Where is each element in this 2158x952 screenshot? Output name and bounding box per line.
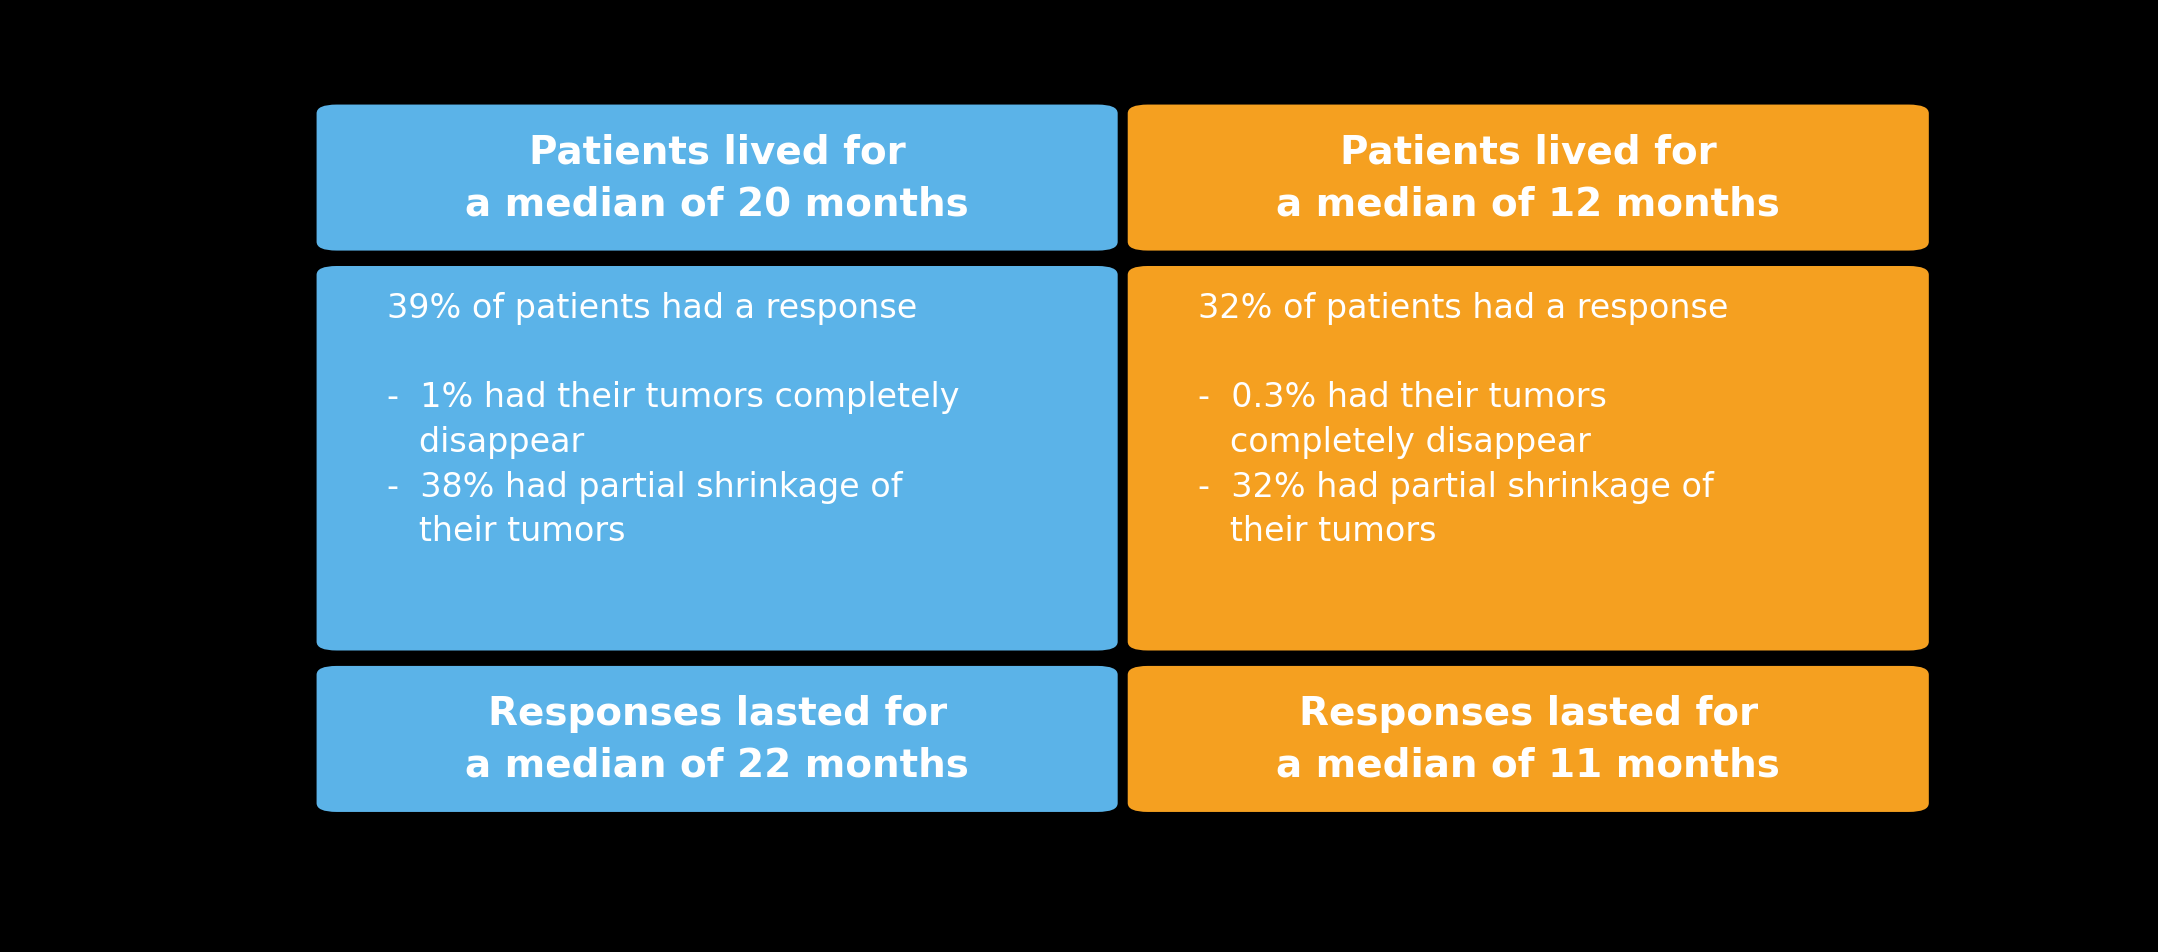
Text: 39% of patients had a response

-  1% had their tumors completely
   disappear
-: 39% of patients had a response - 1% had … [386, 291, 960, 547]
Text: Patients lived for
a median of 12 months: Patients lived for a median of 12 months [1275, 133, 1780, 223]
FancyBboxPatch shape [317, 666, 1118, 812]
Text: Patients lived for
a median of 20 months: Patients lived for a median of 20 months [466, 133, 969, 223]
FancyBboxPatch shape [317, 267, 1118, 651]
Text: 32% of patients had a response

-  0.3% had their tumors
   completely disappear: 32% of patients had a response - 0.3% ha… [1198, 291, 1729, 547]
FancyBboxPatch shape [317, 106, 1118, 251]
FancyBboxPatch shape [1129, 106, 1929, 251]
FancyBboxPatch shape [1129, 267, 1929, 651]
Text: Responses lasted for
a median of 22 months: Responses lasted for a median of 22 mont… [466, 694, 969, 783]
FancyBboxPatch shape [1129, 666, 1929, 812]
Text: Responses lasted for
a median of 11 months: Responses lasted for a median of 11 mont… [1275, 694, 1780, 783]
